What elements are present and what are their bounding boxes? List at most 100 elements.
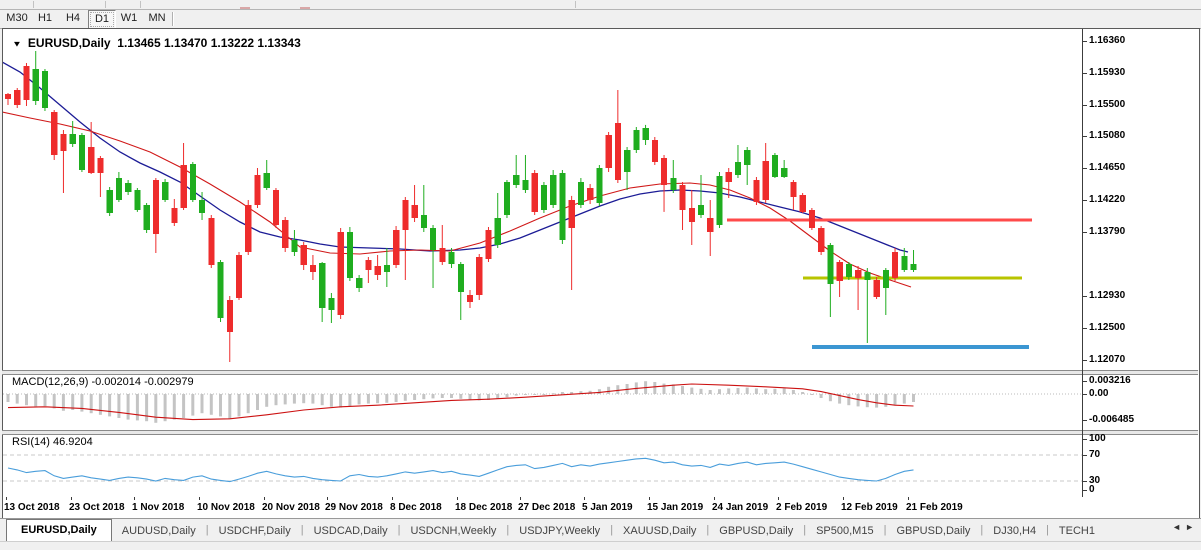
- price-tick-label: 1.15080: [1089, 130, 1126, 141]
- price-tick: [1083, 296, 1087, 297]
- horizontal-line: [803, 276, 1022, 280]
- candle-body: [263, 173, 270, 188]
- top-toolbar-sliver: [0, 0, 1201, 10]
- macd-histogram-bar: [736, 388, 740, 394]
- date-label: 29 Nov 2018: [325, 502, 383, 513]
- candle-body: [540, 185, 548, 210]
- date-axis[interactable]: 13 Oct 2018 23 Oct 2018 1 Nov 2018 10 Nov 2…: [3, 497, 1082, 517]
- candle-body: [125, 183, 132, 192]
- candle-body: [51, 112, 58, 155]
- macd-histogram-bar: [80, 394, 84, 412]
- candle-body: [762, 161, 769, 200]
- horizontal-line: [812, 345, 1029, 349]
- chart-tab-usdcnh-weekly[interactable]: USDCNH,Weekly: [410, 525, 497, 537]
- symbol-title[interactable]: ▼ EURUSD,Daily 1.13465 1.13470 1.13222 1.…: [12, 36, 301, 50]
- candle-body: [208, 218, 215, 265]
- rsi-tick: [1083, 481, 1087, 482]
- timeframe-button-h1[interactable]: H1: [37, 12, 53, 24]
- chart-tab-gbpusd-daily[interactable]: GBPUSD,Daily: [719, 525, 794, 537]
- chart-tab-usdchf-daily[interactable]: USDCHF,Daily: [218, 525, 291, 537]
- macd-histogram-bar: [699, 388, 703, 394]
- macd-histogram-bar: [311, 394, 315, 404]
- candle-body: [707, 218, 714, 233]
- macd-histogram-bar: [912, 394, 915, 402]
- date-tick: [649, 497, 650, 500]
- candle-body: [725, 172, 732, 182]
- tab-scroll-right-icon[interactable]: ►: [1185, 522, 1198, 532]
- candle-body: [5, 94, 12, 99]
- chart-tab-dj30-h4[interactable]: DJ30,H4: [993, 525, 1037, 537]
- price-tick: [1083, 73, 1087, 74]
- macd-histogram-bar: [154, 394, 158, 423]
- candle-body: [873, 280, 880, 297]
- tab-scroll-left-icon[interactable]: ◄: [1172, 522, 1186, 532]
- candle-body: [790, 182, 797, 197]
- chart-tab-xauusd-daily[interactable]: XAUUSD,Daily: [623, 525, 697, 537]
- date-tick: [327, 497, 328, 500]
- chart-dropdown-arrow[interactable]: ▼: [12, 40, 22, 49]
- rsi-chart-canvas[interactable]: [3, 433, 1082, 496]
- macd-tick: [1083, 394, 1087, 395]
- rsi-tick-label: 100: [1089, 433, 1106, 444]
- chart-window[interactable]: [2, 28, 1200, 520]
- candle-body: [910, 264, 917, 270]
- panel-splitter[interactable]: [2, 430, 1198, 435]
- tab-separator: |: [610, 524, 614, 536]
- macd-histogram-bar: [320, 394, 324, 406]
- chart-tab-sp500-m15[interactable]: SP500,M15: [816, 525, 874, 537]
- price-chart-canvas[interactable]: [3, 29, 1082, 370]
- macd-histogram-bar: [329, 394, 333, 407]
- candle-body: [467, 295, 474, 302]
- panel-splitter[interactable]: [2, 370, 1198, 375]
- chart-tab-usdjpy-weekly[interactable]: USDJPY,Weekly: [519, 525, 601, 537]
- candle-body: [134, 190, 141, 210]
- candle-body: [88, 147, 95, 173]
- timeframe-button-mn[interactable]: MN: [148, 12, 166, 24]
- macd-chart-canvas[interactable]: [3, 373, 1082, 430]
- ma-slow-line: [3, 61, 909, 253]
- date-label: 5 Jan 2019: [582, 502, 633, 513]
- candle-body: [346, 232, 354, 278]
- macd-histogram-bar: [477, 394, 481, 401]
- chart-tab-audusd-daily[interactable]: AUDUSD,Daily: [121, 525, 196, 537]
- toolbar-separator: [172, 12, 174, 26]
- timeframe-button-d1[interactable]: D1: [88, 10, 116, 29]
- price-tick-label: 1.12070: [1089, 354, 1126, 365]
- macd-histogram-bar: [209, 394, 213, 415]
- candle-body: [771, 155, 779, 177]
- macd-histogram-bar: [71, 394, 75, 410]
- tab-scroll-buttons[interactable]: ◄►: [1172, 522, 1198, 532]
- macd-histogram-bar: [283, 394, 287, 405]
- candle-body: [420, 215, 427, 228]
- macd-histogram-bar: [6, 394, 10, 402]
- date-label: 13 Oct 2018: [4, 502, 60, 513]
- chart-tab-eurusd-daily[interactable]: EURUSD,Daily: [6, 519, 112, 541]
- ma-fast-line: [3, 111, 912, 288]
- candle-body: [568, 200, 575, 229]
- chart-tab-usdcad-daily[interactable]: USDCAD,Daily: [313, 525, 388, 537]
- chart-tab-bar: EURUSD,Daily AUDUSD,Daily | USDCHF,Daily | US…: [0, 518, 1201, 541]
- horizontal-line: [727, 218, 1032, 222]
- candle-body: [365, 260, 372, 270]
- chart-tab-tech1[interactable]: TECH1: [1058, 525, 1095, 537]
- date-label: 1 Nov 2018: [132, 502, 185, 513]
- macd-histogram-bar: [681, 386, 684, 394]
- macd-histogram-bar: [865, 394, 869, 408]
- candle-body: [698, 205, 705, 215]
- timeframe-button-w1[interactable]: W1: [120, 12, 138, 24]
- macd-histogram-bar: [191, 394, 195, 416]
- timeframe-button-m30[interactable]: M30: [6, 12, 28, 24]
- chart-tab-gbpusd-daily[interactable]: GBPUSD,Daily: [896, 525, 971, 537]
- macd-histogram-bar: [884, 394, 888, 407]
- date-label: 2 Feb 2019: [776, 502, 828, 513]
- candle-body: [855, 270, 862, 278]
- candle-body: [162, 182, 169, 200]
- price-tick: [1083, 41, 1087, 42]
- macd-tick-label: -0.006485: [1089, 414, 1135, 425]
- macd-histogram-bar: [459, 394, 463, 399]
- timeframe-button-h4[interactable]: H4: [65, 12, 81, 24]
- candle-body: [605, 135, 612, 168]
- macd-histogram-bar: [403, 394, 407, 401]
- rsi-line: [7, 457, 914, 483]
- price-axis[interactable]: 1.16360 1.15930 1.15500 1.15080 1.14650 1.142…: [1082, 28, 1201, 497]
